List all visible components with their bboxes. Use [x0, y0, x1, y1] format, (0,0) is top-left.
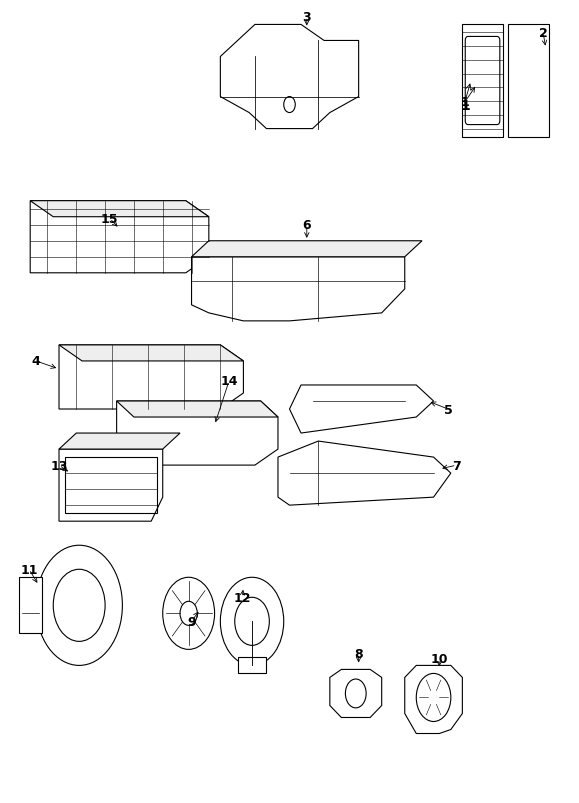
Polygon shape	[30, 202, 209, 218]
Text: 1: 1	[461, 96, 470, 108]
Polygon shape	[405, 666, 463, 734]
Polygon shape	[237, 658, 266, 674]
Polygon shape	[116, 402, 278, 466]
Text: 4: 4	[32, 355, 41, 368]
Text: 8: 8	[354, 647, 363, 660]
Text: 11: 11	[20, 563, 38, 576]
Polygon shape	[278, 442, 451, 506]
Text: 13: 13	[50, 459, 68, 472]
Circle shape	[53, 569, 105, 642]
Text: 2: 2	[538, 27, 547, 40]
Polygon shape	[508, 26, 549, 137]
Circle shape	[221, 577, 284, 666]
Polygon shape	[59, 450, 163, 521]
Text: 15: 15	[101, 213, 119, 226]
Circle shape	[180, 601, 197, 626]
Text: 7: 7	[452, 459, 461, 472]
Polygon shape	[221, 26, 358, 129]
Text: 12: 12	[233, 591, 251, 604]
Circle shape	[36, 545, 122, 666]
Polygon shape	[30, 202, 209, 274]
Polygon shape	[330, 670, 382, 718]
Polygon shape	[192, 242, 422, 258]
Polygon shape	[59, 434, 180, 450]
Circle shape	[346, 679, 366, 708]
Circle shape	[284, 97, 295, 113]
Circle shape	[163, 577, 215, 650]
Polygon shape	[59, 345, 243, 361]
Polygon shape	[59, 345, 243, 410]
Text: 9: 9	[187, 615, 196, 628]
Text: 10: 10	[431, 653, 448, 666]
Polygon shape	[463, 26, 503, 137]
Text: 5: 5	[444, 403, 452, 416]
Text: 6: 6	[302, 219, 311, 232]
Text: 14: 14	[220, 375, 238, 388]
Polygon shape	[19, 577, 42, 634]
Text: 3: 3	[302, 11, 311, 24]
Polygon shape	[116, 402, 278, 418]
Polygon shape	[192, 258, 405, 321]
Polygon shape	[290, 385, 434, 434]
Text: 1: 1	[460, 99, 470, 112]
Circle shape	[234, 597, 269, 646]
Circle shape	[416, 674, 451, 722]
